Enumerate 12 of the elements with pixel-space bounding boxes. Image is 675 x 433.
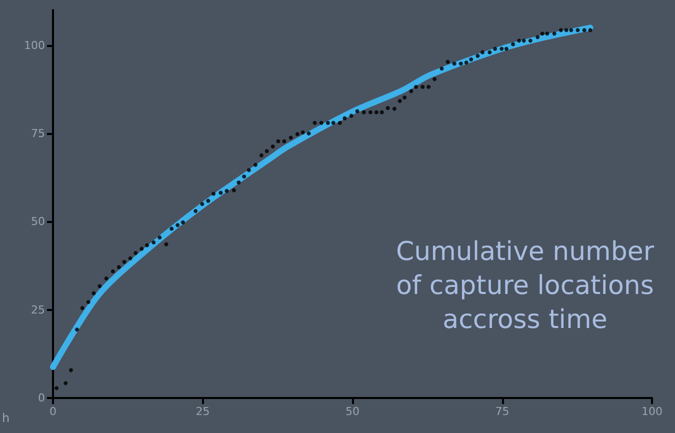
y-tick-label: 50 <box>31 215 45 228</box>
x-tick-label: 100 <box>642 405 662 418</box>
x-tick-label: 75 <box>495 405 510 418</box>
x-axis-title: h <box>2 411 10 425</box>
annotation: Cumulative number of capture locations accross time <box>396 237 654 335</box>
x-tick-label: 50 <box>346 405 360 418</box>
x-tick-label: 25 <box>196 405 210 418</box>
y-tick-label: 25 <box>31 303 45 316</box>
y-tick-label: 100 <box>24 38 45 52</box>
y-tick-label: 0 <box>38 392 45 404</box>
x-tick-label: 0 <box>50 405 56 418</box>
y-tick-label: 75 <box>31 126 45 140</box>
